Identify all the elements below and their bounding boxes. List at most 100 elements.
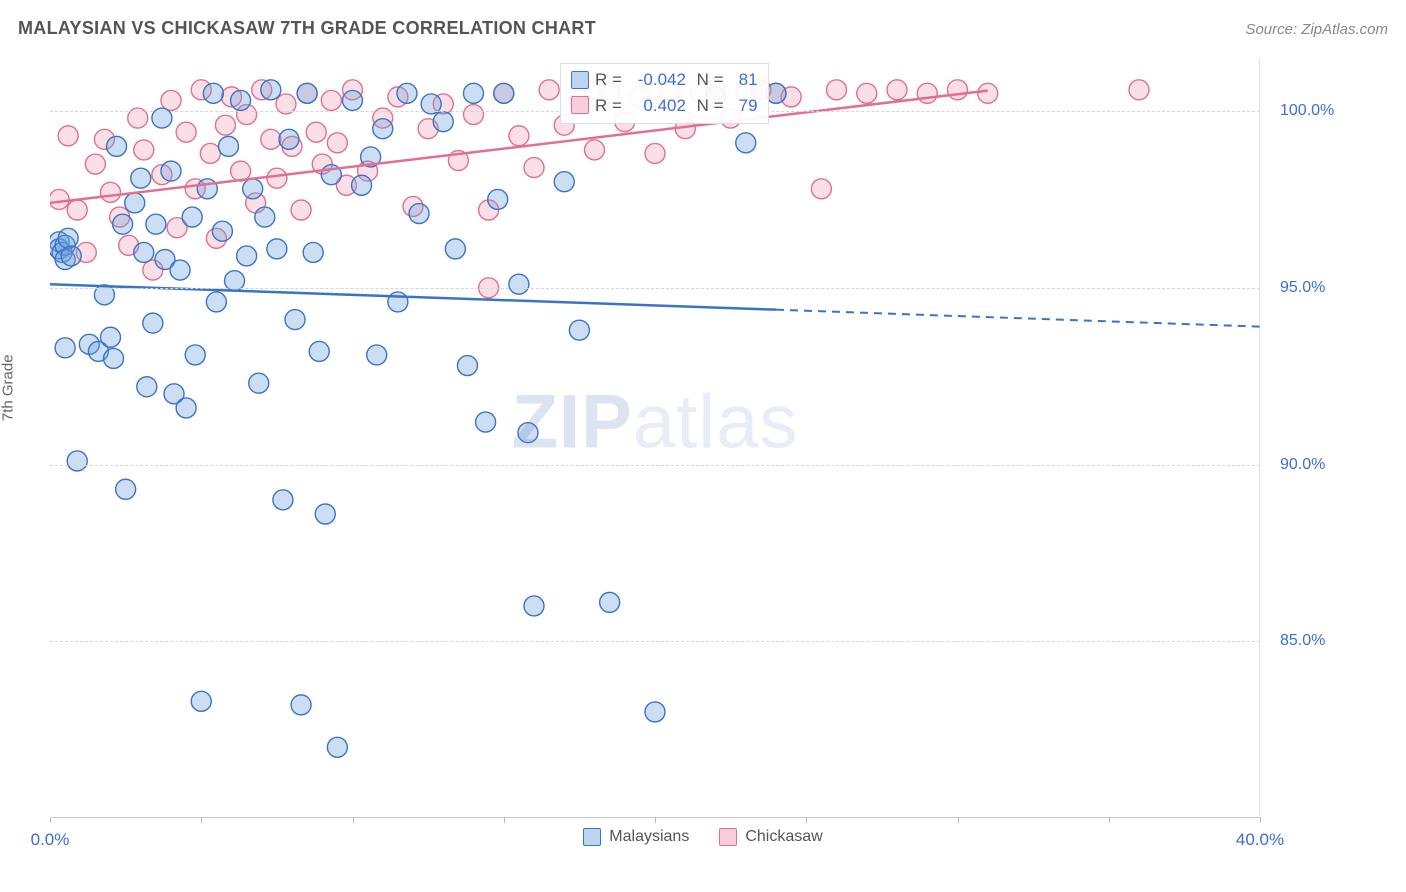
xtick-label: 0.0% [31,830,70,850]
scatter-point [249,373,269,393]
xtick [353,817,354,823]
xtick [958,817,959,823]
scatter-point [327,133,347,153]
scatter-point [279,129,299,149]
scatter-point [857,83,877,103]
scatter-point [116,479,136,499]
scatter-point [494,83,514,103]
gridline-h [50,288,1260,289]
scatter-point [445,239,465,259]
scatter-point [367,345,387,365]
gridline-h [50,465,1260,466]
ytick-label: 95.0% [1280,279,1325,297]
scatter-svg [50,58,1260,818]
stats-r-value-malaysians: -0.042 [628,67,686,93]
scatter-point [291,200,311,220]
scatter-point [58,126,78,146]
scatter-point [58,228,78,248]
stats-n-value-chickasaw: 79 [730,93,758,119]
scatter-point [343,90,363,110]
scatter-point [212,221,232,241]
stats-row-chickasaw: R = 0.402 N = 79 [571,93,758,119]
scatter-point [85,154,105,174]
scatter-point [104,348,124,368]
scatter-point [488,189,508,209]
scatter-point [509,274,529,294]
chart-header: MALAYSIAN VS CHICKASAW 7TH GRADE CORRELA… [18,18,1388,39]
legend-label-malaysians: Malaysians [609,828,689,846]
scatter-point [297,83,317,103]
scatter-point [352,175,372,195]
stats-row-malaysians: R = -0.042 N = 81 [571,67,758,93]
xtick [655,817,656,823]
scatter-point [203,83,223,103]
scatter-point [373,119,393,139]
chart-title: MALAYSIAN VS CHICKASAW 7TH GRADE CORRELA… [18,18,596,39]
scatter-point [107,136,127,156]
scatter-point [61,246,81,266]
stats-swatch-malaysians [571,71,589,89]
scatter-point [131,168,151,188]
trend-line-dashed [776,310,1260,327]
scatter-point [261,80,281,100]
xtick [201,817,202,823]
scatter-point [827,80,847,100]
scatter-point [291,695,311,715]
scatter-point [273,490,293,510]
stats-r-value-chickasaw: 0.402 [628,93,686,119]
legend-item-malaysians: Malaysians [583,828,689,846]
scatter-point [766,83,786,103]
legend-swatch-chickasaw [719,828,737,846]
scatter-point [176,122,196,142]
scatter-point [509,126,529,146]
scatter-point [388,292,408,312]
scatter-point [200,143,220,163]
plot-area: ZIPatlas [50,58,1260,818]
scatter-point [433,112,453,132]
scatter-point [134,242,154,262]
chart-source: Source: ZipAtlas.com [1245,21,1388,38]
scatter-point [309,341,329,361]
scatter-point [736,133,756,153]
scatter-point [917,83,937,103]
scatter-point [518,423,538,443]
scatter-point [327,737,347,757]
scatter-point [134,140,154,160]
scatter-point [206,292,226,312]
scatter-point [585,140,605,160]
stats-r-label: R = [595,93,622,119]
scatter-point [457,356,477,376]
scatter-point [67,200,87,220]
ytick-label: 100.0% [1280,102,1334,120]
scatter-point [267,239,287,259]
xtick-label: 40.0% [1236,830,1284,850]
scatter-point [464,83,484,103]
legend-swatch-malaysians [583,828,601,846]
y-axis-label: 7th Grade [0,354,17,421]
scatter-point [255,207,275,227]
scatter-point [243,179,263,199]
scatter-point [67,451,87,471]
scatter-point [161,161,181,181]
scatter-point [978,83,998,103]
scatter-point [218,136,238,156]
scatter-point [261,129,281,149]
scatter-point [948,80,968,100]
scatter-point [231,90,251,110]
scatter-point [185,345,205,365]
scatter-point [306,122,326,142]
trend-line-solid [50,91,988,203]
scatter-point [215,115,235,135]
scatter-point [464,105,484,125]
scatter-point [524,158,544,178]
gridline-h [50,641,1260,642]
ytick-label: 90.0% [1280,456,1325,474]
stats-r-label: R = [595,67,622,93]
scatter-point [285,310,305,330]
stats-n-value-malaysians: 81 [730,67,758,93]
scatter-point [539,80,559,100]
scatter-point [409,204,429,224]
bottom-legend: Malaysians Chickasaw [0,828,1406,846]
scatter-point [887,80,907,100]
legend-item-chickasaw: Chickasaw [719,828,822,846]
